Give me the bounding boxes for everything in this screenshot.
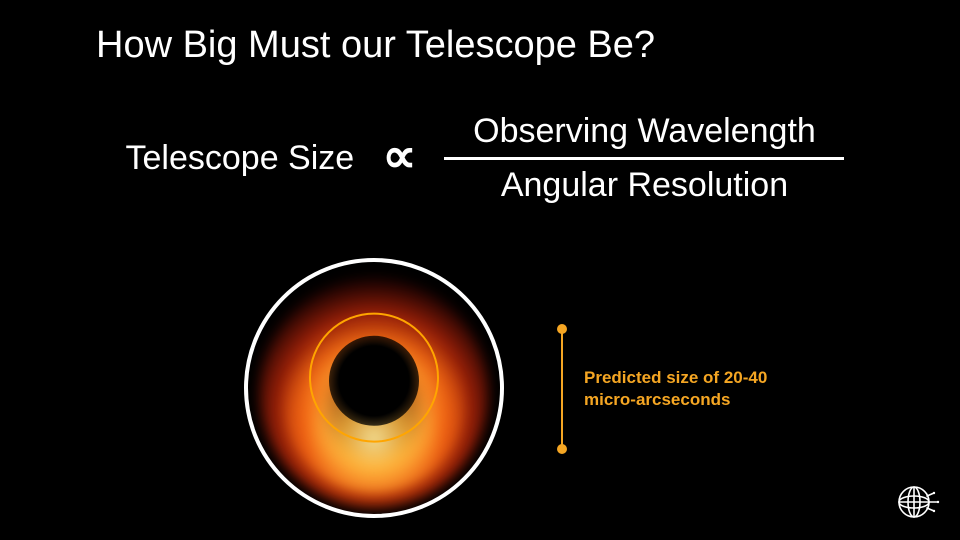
proportional-to-symbol: ∝ [382,133,416,181]
fraction-bar [444,157,844,160]
formula-lhs: Telescope Size [126,139,355,178]
formula-numerator: Observing Wavelength [473,112,816,151]
bracket-line [561,330,563,448]
formula-rhs-fraction: Observing Wavelength Angular Resolution [444,112,844,205]
size-annotation-text: Predicted size of 20-40 micro-arcseconds [584,367,804,411]
globe-network-icon [894,478,942,526]
size-annotation: Predicted size of 20-40 micro-arcseconds [556,324,804,454]
proportionality-formula: Telescope Size ∝ Observing Wavelength An… [50,112,920,205]
page-title: How Big Must our Telescope Be? [96,24,655,67]
size-bracket [556,324,568,454]
field-of-view-circle [244,258,504,518]
black-hole-figure [244,258,504,518]
bracket-dot-bottom [557,444,567,454]
predicted-ring-marker [309,313,439,443]
formula-denominator: Angular Resolution [501,166,788,205]
